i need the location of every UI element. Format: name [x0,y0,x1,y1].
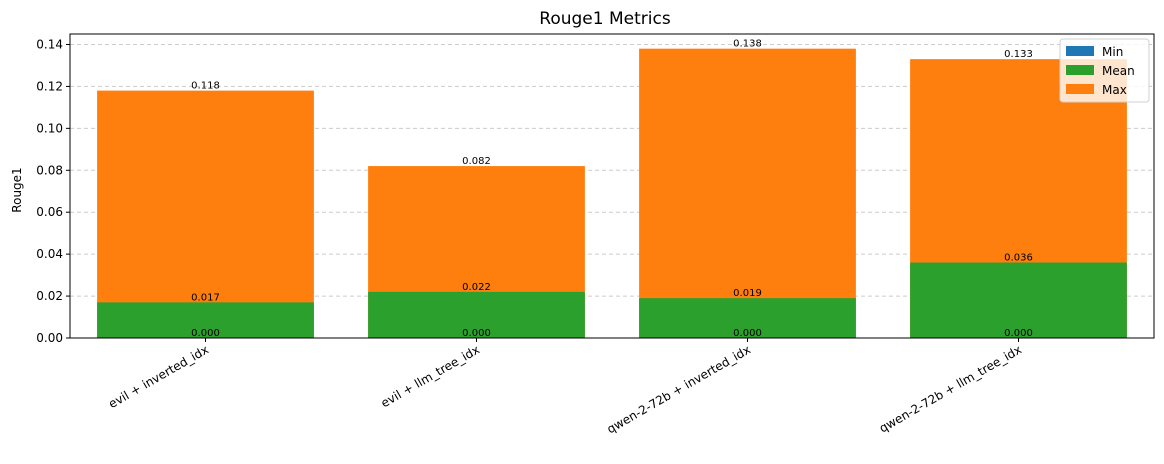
y-axis-label: Rouge1 [10,167,24,212]
y-tick-label: 0.08 [36,163,63,177]
legend-label-mean: Mean [1102,64,1135,78]
y-tick-label: 0.10 [36,121,63,135]
chart-title: Rouge1 Metrics [539,9,671,29]
bar-mean [368,291,585,338]
data-label-max: 0.138 [733,39,762,50]
data-label-mean: 0.017 [191,292,220,303]
data-label-mean: 0.022 [462,282,491,293]
y-tick-label: 0.04 [36,247,63,261]
legend-swatch-min [1066,46,1094,56]
y-tick-label: 0.06 [36,205,63,219]
legend-swatch-mean [1066,65,1094,75]
legend: Min Mean Max [1059,38,1150,103]
bar-max [639,48,856,338]
bar-mean [910,262,1127,338]
plot-frame [69,33,1155,339]
legend-label-min: Min [1102,45,1123,59]
bar-mean [639,298,856,338]
bars [97,48,1127,338]
x-tick-label: evil + llm_tree_idx [379,342,482,410]
data-label-mean: 0.019 [733,288,762,299]
legend-swatch-max [1066,84,1094,94]
data-label-max: 0.082 [462,156,491,167]
legend-label-max: Max [1102,83,1127,97]
x-tick-label: qwen-2-72b + inverted_idx [604,342,753,436]
data-label-min: 0.000 [191,328,220,339]
x-tick-label: qwen-2-72b + llm_tree_idx [877,342,1024,435]
data-label-max: 0.118 [191,81,220,92]
bar-mean [97,302,314,338]
data-label-max: 0.133 [1004,49,1033,60]
data-labels: 0.118 0.082 0.138 0.133 0.017 0.022 0.019 0.036… [191,39,1033,339]
x-tick-label: evil + inverted_idx [106,342,211,411]
y-tick-label: 0.00 [36,331,63,345]
y-tick-label: 0.14 [36,37,63,51]
bar-max [97,90,314,338]
data-label-mean: 0.036 [1004,253,1033,264]
data-label-min: 0.000 [462,328,491,339]
y-tick-label: 0.12 [36,79,63,93]
y-tick-label: 0.02 [36,289,63,303]
data-label-min: 0.000 [733,328,762,339]
data-label-min: 0.000 [1004,328,1033,339]
